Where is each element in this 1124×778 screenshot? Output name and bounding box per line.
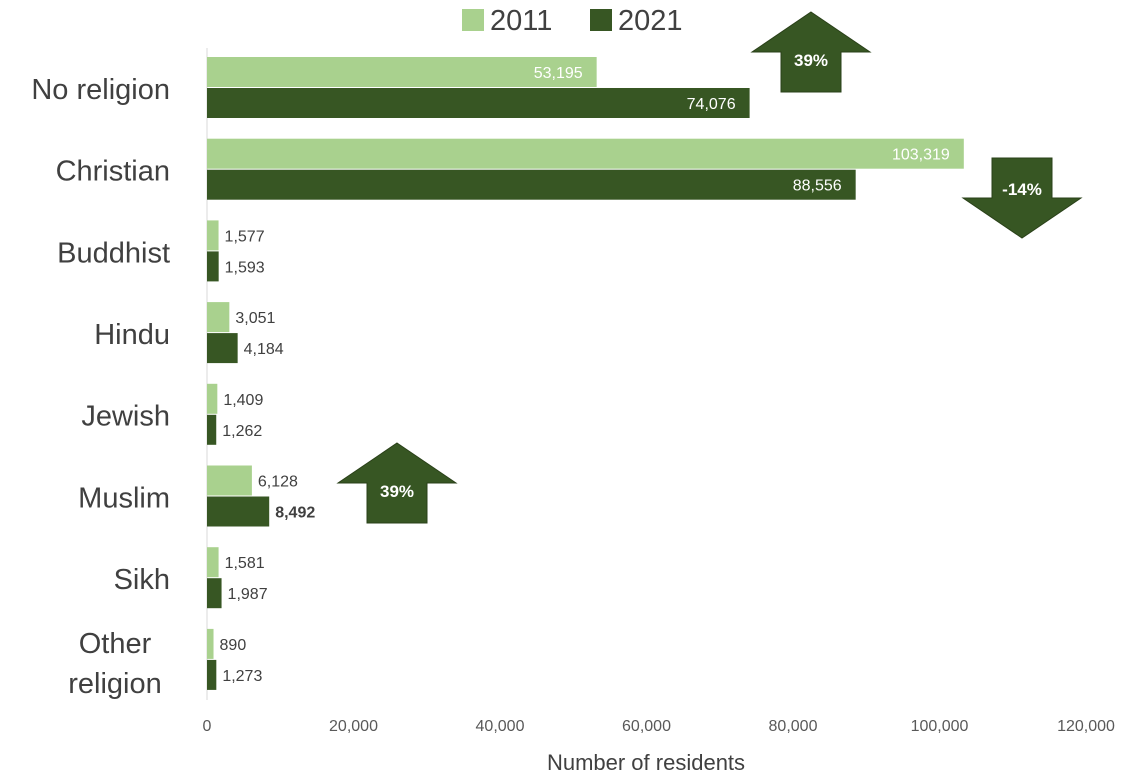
category-label-sikh: Sikh	[114, 564, 170, 596]
bar-hindu-2011	[207, 302, 230, 333]
data-label-christian-2021: 88,556	[793, 178, 842, 195]
bar-other-religion-2021	[207, 659, 217, 690]
bar-no-religion-2021	[207, 88, 750, 118]
bar-christian-2011	[207, 138, 964, 169]
bar-buddhist-2011	[207, 220, 219, 251]
data-label-jewish-2021: 1,262	[222, 423, 262, 440]
bar-hindu-2021	[207, 333, 238, 364]
bar-muslim-2011	[207, 465, 252, 496]
arrow-label-no-religion: 39%	[794, 51, 828, 70]
data-label-other-religion-2021: 1,273	[222, 668, 262, 685]
bar-no-religion-2011	[207, 57, 597, 87]
arrow-label-christian: -14%	[1002, 180, 1042, 199]
x-tick-label: 100,000	[911, 718, 969, 735]
change-arrows: 39% -14% 39%	[336, 11, 1083, 524]
legend-label-2021: 2021	[618, 5, 683, 37]
legend-swatch-2011	[462, 9, 484, 31]
bar-other-religion-2011	[207, 628, 214, 659]
bar-buddhist-2021	[207, 251, 219, 282]
bar-christian-2021	[207, 169, 856, 200]
category-label-other-religion: Other religion	[68, 628, 162, 700]
category-label-jewish: Jewish	[81, 401, 170, 433]
x-axis-title: Number of residents	[547, 750, 745, 775]
data-label-hindu-2021: 4,184	[244, 341, 284, 358]
x-tick-label: 120,000	[1057, 718, 1115, 735]
arrow-up-muslim	[336, 442, 458, 524]
data-label-buddhist-2021: 1,593	[225, 259, 265, 276]
category-labels: No religion Christian Buddhist Hindu Jewish M…	[31, 74, 170, 700]
data-label-buddhist-2011: 1,577	[225, 228, 265, 245]
bar-jewish-2021	[207, 414, 217, 445]
x-tick-label: 60,000	[622, 718, 671, 735]
x-tick-label: 0	[203, 718, 212, 735]
data-label-muslim-2021: 8,492	[275, 505, 315, 522]
data-label-christian-2011: 103,319	[892, 147, 950, 164]
bar-muslim-2021	[207, 496, 270, 527]
legend: 2011 2021	[462, 5, 683, 37]
category-label-hindu: Hindu	[94, 319, 170, 351]
data-label-jewish-2011: 1,409	[223, 392, 263, 409]
category-label-muslim: Muslim	[78, 482, 170, 514]
bar-sikh-2011	[207, 547, 219, 578]
data-label-other-religion-2011: 890	[220, 637, 247, 654]
arrow-down-christian	[961, 157, 1083, 239]
arrow-up-no-religion	[750, 11, 872, 93]
category-label-christian: Christian	[56, 156, 170, 188]
arrow-label-muslim: 39%	[380, 482, 414, 501]
x-tick-label: 40,000	[476, 718, 525, 735]
data-label-no-religion-2021: 74,076	[687, 96, 736, 113]
data-label-hindu-2011: 3,051	[235, 310, 275, 327]
bar-sikh-2021	[207, 578, 222, 609]
data-label-no-religion-2011: 53,195	[534, 65, 583, 82]
legend-swatch-2021	[590, 9, 612, 31]
legend-label-2011: 2011	[490, 5, 552, 37]
x-tick-label: 80,000	[769, 718, 818, 735]
data-label-muslim-2011: 6,128	[258, 474, 298, 491]
category-label-no-religion: No religion	[31, 74, 170, 106]
x-tick-label: 20,000	[329, 718, 378, 735]
bar-jewish-2011	[207, 383, 218, 414]
data-label-sikh-2011: 1,581	[225, 555, 265, 572]
x-axis-ticks: 0 20,000 40,000 60,000 80,000 100,000 120,000	[203, 718, 1115, 735]
data-label-sikh-2021: 1,987	[228, 586, 268, 603]
category-label-buddhist: Buddhist	[57, 237, 170, 269]
bars: 53,195 74,076 103,319 88,556 1,577 1,593 3,051…	[207, 57, 964, 690]
